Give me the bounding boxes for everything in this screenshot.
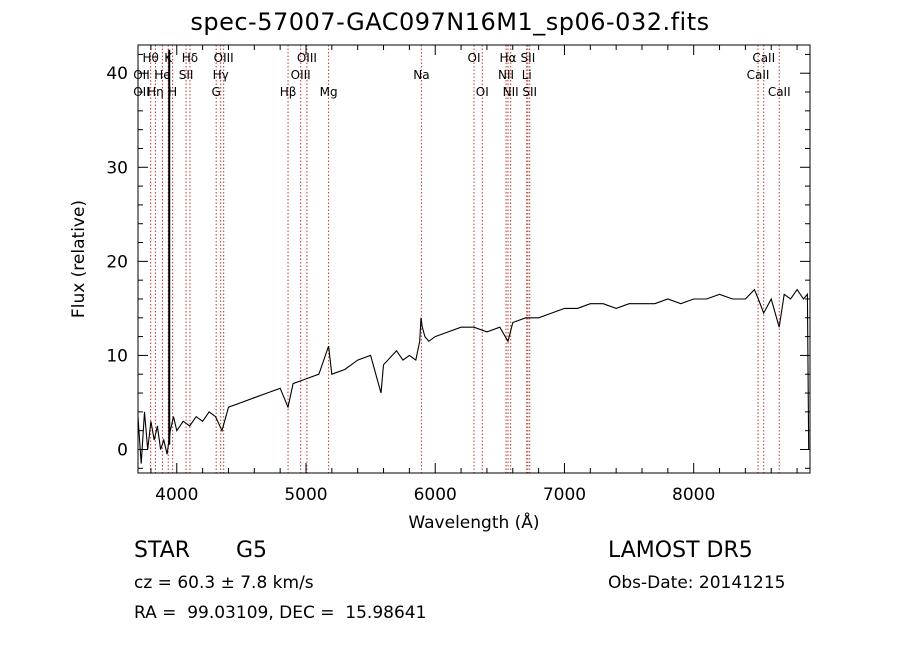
line-annotation-label: OIII: [297, 51, 317, 65]
line-annotation-label: Na: [413, 68, 429, 82]
y-tick-label: 10: [106, 346, 128, 366]
x-tick-label: 5000: [284, 485, 327, 505]
line-annotation-label: NII: [498, 68, 514, 82]
line-annotation-label: CaII: [747, 68, 770, 82]
spectrum-series-line: [137, 288, 810, 464]
line-annotation-label: Hα: [500, 51, 517, 65]
line-annotation-label: OI: [476, 85, 489, 99]
y-tick-label: 40: [106, 64, 128, 84]
line-annotation-label: Mg: [320, 85, 338, 99]
line-annotation-label: Hδ: [182, 51, 198, 65]
x-axis-label: Wavelength (Å): [408, 511, 539, 533]
plot-title: spec-57007-GAC097N16M1_sp06-032.fits: [190, 8, 710, 36]
line-annotation-label: Hβ: [280, 85, 297, 99]
line-annotation-label: Li: [522, 68, 532, 82]
y-tick-label: 30: [106, 158, 128, 178]
survey-name: LAMOST DR5: [608, 538, 753, 563]
redshift-readout: cz = 60.3 ± 7.8 km/s: [134, 573, 314, 593]
object-subclass: G5: [236, 538, 268, 563]
x-tick-label: 6000: [414, 485, 457, 505]
x-tick-label: 4000: [155, 485, 198, 505]
y-axis-label: Flux (relative): [69, 200, 89, 318]
y-tick-label: 0: [117, 440, 128, 460]
y-tick-label: 20: [106, 252, 128, 272]
line-annotation-label: SII: [179, 68, 194, 82]
line-annotation-label: H: [168, 85, 177, 99]
line-annotation-label: OII: [133, 68, 150, 82]
line-annotation-label: NII: [503, 85, 519, 99]
line-annotation-label: He: [154, 68, 170, 82]
line-annotation-label: K: [164, 51, 173, 65]
object-class: STAR: [134, 538, 191, 563]
line-annotation-label: OIII: [291, 68, 311, 82]
x-tick-label: 7000: [543, 485, 586, 505]
obs-date: Obs-Date: 20141215: [608, 573, 786, 593]
line-annotation-label: G: [212, 85, 221, 99]
line-annotation-label: Hη: [147, 85, 164, 99]
line-annotation-label: Hγ: [213, 68, 229, 82]
line-annotation-label: SII: [521, 51, 536, 65]
line-annotation-label: CaII: [768, 85, 791, 99]
line-annotation-label: SII: [522, 85, 537, 99]
line-annotation-label: OIII: [214, 51, 234, 65]
line-annotation-label: Hθ: [142, 51, 158, 65]
line-annotation-label: OI: [468, 51, 481, 65]
plot-frame: [137, 44, 811, 474]
line-annotation-label: OII: [133, 85, 150, 99]
line-annotation-label: CaII: [752, 51, 775, 65]
x-tick-label: 8000: [672, 485, 715, 505]
coordinates: RA = 99.03109, DEC = 15.98641: [134, 603, 427, 623]
